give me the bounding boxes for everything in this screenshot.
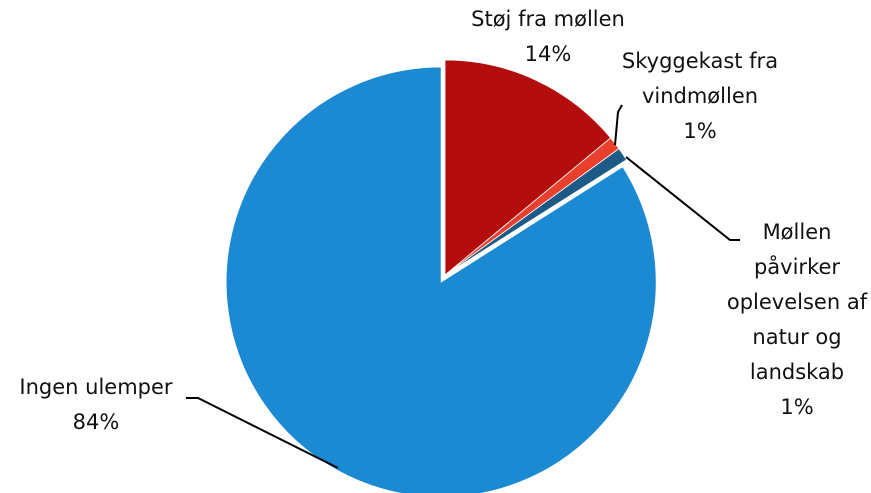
category-label: Skyggekast fra vindmøllen (621, 49, 779, 108)
slice-label: Støj fra møllen 14% (448, 2, 648, 72)
category-label: Ingen ulemper (19, 375, 173, 399)
pie-slice (444, 59, 612, 276)
category-label: Støj fra møllen (471, 7, 625, 31)
slices (225, 59, 657, 493)
value-label: 14% (524, 42, 572, 66)
leader-line (614, 104, 623, 146)
value-label: 1% (683, 119, 717, 143)
pie-slice (444, 148, 628, 276)
value-label: 1% (780, 395, 814, 419)
slice-label: Møllen påvirker oplevelsen af natur og l… (724, 215, 870, 425)
leader-line (186, 397, 339, 469)
category-label: Møllen påvirker oplevelsen af natur og l… (726, 220, 868, 384)
slice-label: Skyggekast fra vindmøllen 1% (610, 44, 790, 149)
slice-label: Ingen ulemper 84% (1, 370, 191, 440)
leader-line (625, 156, 740, 241)
value-label: 84% (72, 410, 120, 434)
pie-slice (225, 66, 657, 493)
